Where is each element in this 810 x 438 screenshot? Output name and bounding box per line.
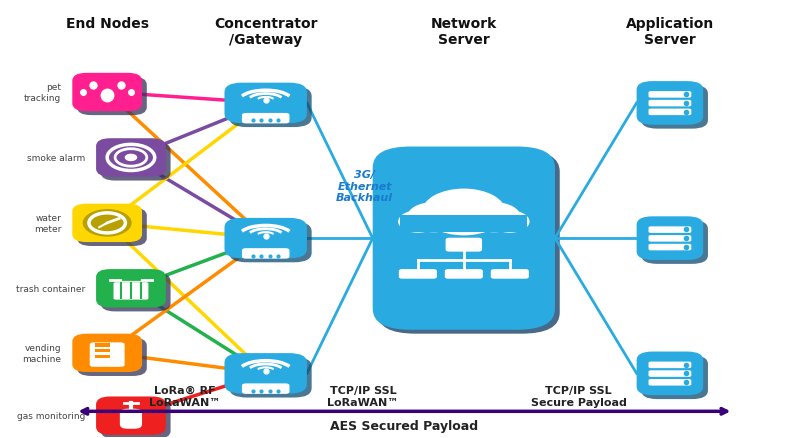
Text: 3G/
Ethernet
Backhaul: 3G/ Ethernet Backhaul <box>336 170 394 203</box>
Bar <box>96 343 109 347</box>
FancyBboxPatch shape <box>649 379 691 386</box>
FancyBboxPatch shape <box>72 334 142 372</box>
Text: water
meter: water meter <box>34 214 62 233</box>
FancyBboxPatch shape <box>72 204 142 243</box>
FancyBboxPatch shape <box>77 338 147 376</box>
Circle shape <box>126 155 137 161</box>
Bar <box>96 355 109 358</box>
FancyBboxPatch shape <box>649 362 691 368</box>
FancyBboxPatch shape <box>96 396 166 435</box>
FancyBboxPatch shape <box>242 114 289 124</box>
FancyBboxPatch shape <box>113 283 148 300</box>
FancyBboxPatch shape <box>72 74 142 112</box>
FancyBboxPatch shape <box>229 357 312 398</box>
FancyBboxPatch shape <box>649 110 691 116</box>
Text: LoRa® RF
LoRaWAN™: LoRa® RF LoRaWAN™ <box>149 385 220 407</box>
Text: smoke alarm: smoke alarm <box>27 154 85 162</box>
Circle shape <box>491 212 529 233</box>
FancyBboxPatch shape <box>100 143 171 181</box>
Text: Concentrator
/Gateway: Concentrator /Gateway <box>214 17 318 47</box>
FancyBboxPatch shape <box>77 78 147 116</box>
FancyBboxPatch shape <box>637 217 703 260</box>
FancyBboxPatch shape <box>491 269 529 279</box>
FancyBboxPatch shape <box>229 223 312 263</box>
Bar <box>400 215 527 232</box>
Circle shape <box>399 212 437 233</box>
FancyBboxPatch shape <box>649 227 691 233</box>
Circle shape <box>423 190 505 235</box>
FancyBboxPatch shape <box>96 269 166 308</box>
FancyBboxPatch shape <box>224 219 307 259</box>
FancyBboxPatch shape <box>90 343 125 367</box>
FancyBboxPatch shape <box>649 244 691 251</box>
FancyBboxPatch shape <box>637 82 703 125</box>
FancyBboxPatch shape <box>637 352 703 395</box>
Text: AES Secured Payload: AES Secured Payload <box>330 419 479 432</box>
FancyBboxPatch shape <box>399 269 437 279</box>
FancyBboxPatch shape <box>642 221 708 264</box>
FancyBboxPatch shape <box>649 236 691 242</box>
Text: gas monitoring: gas monitoring <box>16 411 85 420</box>
Text: TCP/IP SSL
LoRaWAN™: TCP/IP SSL LoRaWAN™ <box>327 385 399 407</box>
FancyBboxPatch shape <box>377 151 560 334</box>
FancyBboxPatch shape <box>120 409 142 429</box>
FancyBboxPatch shape <box>445 269 483 279</box>
Text: vending
machine: vending machine <box>22 343 62 363</box>
FancyBboxPatch shape <box>649 371 691 377</box>
FancyBboxPatch shape <box>96 139 166 177</box>
Text: pet
tracking: pet tracking <box>24 83 62 102</box>
FancyBboxPatch shape <box>77 208 147 247</box>
Text: Application
Server: Application Server <box>626 17 714 47</box>
FancyBboxPatch shape <box>446 238 482 252</box>
FancyBboxPatch shape <box>229 88 312 128</box>
FancyBboxPatch shape <box>224 84 307 124</box>
Circle shape <box>468 203 520 232</box>
Text: trash container: trash container <box>15 284 85 293</box>
Text: TCP/IP SSL
Secure Payload: TCP/IP SSL Secure Payload <box>531 385 627 407</box>
Circle shape <box>83 210 131 237</box>
FancyBboxPatch shape <box>224 353 307 394</box>
FancyBboxPatch shape <box>649 92 691 99</box>
Text: Network
Server: Network Server <box>431 17 497 47</box>
FancyBboxPatch shape <box>242 249 289 259</box>
Bar <box>96 349 109 353</box>
FancyBboxPatch shape <box>242 384 289 394</box>
FancyBboxPatch shape <box>373 147 555 330</box>
FancyBboxPatch shape <box>100 400 171 438</box>
FancyBboxPatch shape <box>100 273 171 312</box>
Text: End Nodes: End Nodes <box>66 17 149 31</box>
FancyBboxPatch shape <box>642 86 708 129</box>
FancyBboxPatch shape <box>642 356 708 399</box>
FancyBboxPatch shape <box>649 101 691 107</box>
Circle shape <box>407 203 460 232</box>
